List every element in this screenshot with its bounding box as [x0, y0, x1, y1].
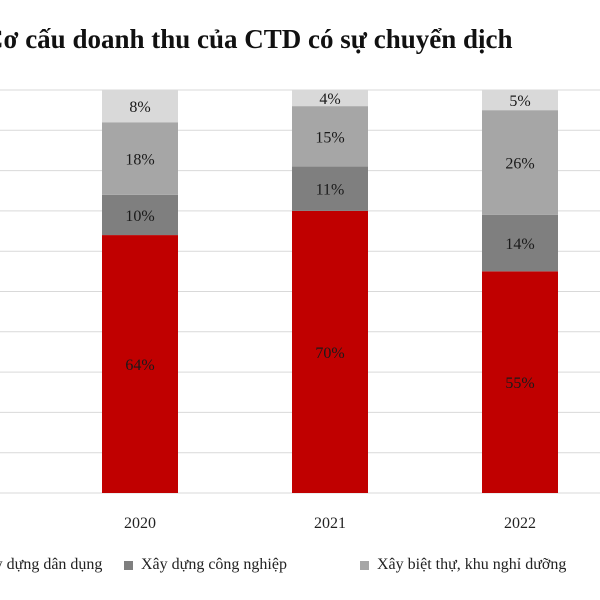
data-labels: 64% 10% 18% 8% 70% 11% 15% 4% 55% 14% 26% 5%: [125, 91, 534, 392]
bar-segment-2022-4: [482, 90, 558, 111]
data-label-2020-2: 10%: [125, 208, 154, 225]
legend-swatch: [360, 560, 369, 570]
data-label-2020-4: 8%: [129, 99, 150, 116]
chart-title: Cơ cấu doanh thu của CTD có sự chuyển dị…: [0, 24, 513, 54]
bar-segment-2021-3: [292, 106, 368, 167]
bar-segment-2022-3: [482, 110, 558, 215]
bar-segment-2020-2: [102, 194, 178, 236]
data-label-2021-3: 15%: [315, 129, 344, 146]
legend-swatch: [124, 560, 133, 570]
data-label-2021-4: 4%: [319, 91, 340, 108]
legend-label: Xây dựng công nghiệp: [141, 556, 287, 573]
data-label-2022-1: 55%: [505, 375, 534, 392]
data-label-2020-1: 64%: [125, 357, 154, 374]
x-tick-labels: 2020 2021 2022: [124, 515, 536, 532]
bar-stacks: [102, 90, 558, 493]
bar-segment-2021-1: [292, 210, 368, 493]
x-tick-label-2021: 2021: [314, 515, 346, 532]
data-label-2022-2: 14%: [505, 236, 534, 253]
legend-label: Xây biệt thự, khu nghỉ dưỡng: [377, 556, 567, 573]
legend-item: Xây biệt thự, khu nghỉ dưỡng: [360, 556, 566, 574]
data-label-2021-2: 11%: [316, 182, 345, 199]
bar-segment-2020-3: [102, 122, 178, 195]
data-label-2021-1: 70%: [315, 345, 344, 362]
bar-segment-2022-1: [482, 271, 558, 493]
bar-segment-2021-2: [292, 166, 368, 211]
bar-segment-2022-2: [482, 214, 558, 272]
legend-item: Xây dựng công nghiệp: [124, 556, 287, 574]
legend-label: Xây dựng dân dụng: [0, 556, 103, 573]
data-label-2020-3: 18%: [125, 152, 154, 169]
bar-segment-2020-4: [102, 90, 178, 123]
x-tick-label-2020: 2020: [124, 515, 156, 532]
bar-segment-2021-4: [292, 90, 368, 107]
legend-item: Xây dựng dân dụng: [0, 556, 102, 574]
x-tick-label-2022: 2022: [504, 515, 536, 532]
data-label-2022-4: 5%: [509, 93, 530, 110]
legend: Xây dựng dân dụng Xây dựng công nghiệp Xây…: [0, 556, 600, 580]
bar-segment-2020-1: [102, 235, 178, 493]
data-label-2022-3: 26%: [505, 156, 534, 173]
